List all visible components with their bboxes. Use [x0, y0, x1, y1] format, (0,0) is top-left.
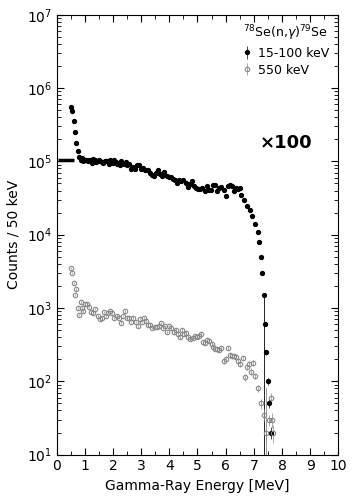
X-axis label: Gamma-Ray Energy [MeV]: Gamma-Ray Energy [MeV]: [105, 479, 290, 493]
Legend: 15-100 keV, 550 keV: 15-100 keV, 550 keV: [240, 21, 332, 79]
Text: ×100: ×100: [259, 134, 312, 152]
Y-axis label: Counts / 50 keV: Counts / 50 keV: [7, 180, 21, 290]
